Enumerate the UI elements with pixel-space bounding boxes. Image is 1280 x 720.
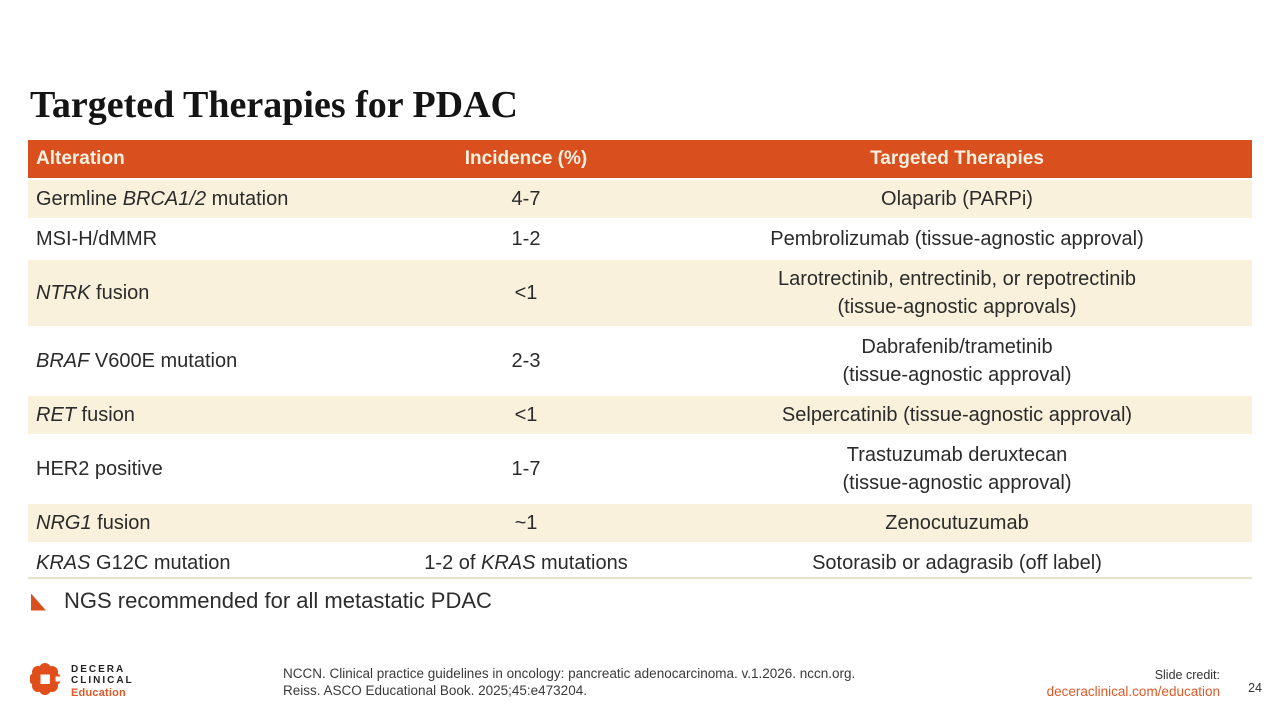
header-incidence: Incidence (%): [464, 148, 588, 169]
therapy-cell: Pembrolizumab (tissue-agnostic approval): [770, 228, 1144, 250]
alteration-cell: NTRK fusion: [36, 282, 150, 304]
table-bottom-divider: [28, 577, 1252, 579]
slide-credit-link[interactable]: deceraclinical.com/education: [1046, 684, 1220, 699]
logo-line2: CLINICAL: [71, 674, 134, 686]
therapy-cell: Zenocutuzumab: [885, 512, 1029, 534]
slide-credit: Slide credit: deceraclinical.com/educati…: [1047, 668, 1220, 700]
logo-line3: Education: [71, 687, 126, 699]
incidence-cell: 1-2: [511, 228, 541, 250]
alteration-cell: Germline BRCA1/2 mutation: [36, 188, 289, 210]
alteration-cell: HER2 positive: [36, 458, 163, 480]
incidence-cell: 1-7: [511, 458, 541, 480]
incidence-cell: <1: [514, 282, 538, 304]
citation-line-2: Reiss. ASCO Educational Book. 2025;45:e4…: [283, 683, 587, 698]
therapy-cell: Olaparib (PARPi): [881, 188, 1033, 210]
table-row: MSI-H/dMMR 1-2 Pembrolizumab (tissue-agn…: [28, 218, 1252, 258]
therapy-cell: Dabrafenib/trametinib (tissue-agnostic ap…: [842, 336, 1072, 386]
table-row: KRAS G12C mutation 1-2 of KRAS mutations…: [28, 542, 1252, 582]
decera-logo-icon: [30, 663, 62, 695]
logo-line1: DECERA: [71, 664, 126, 675]
triangle-bullet-icon: [31, 593, 46, 611]
therapy-cell: Trastuzumab deruxtecan (tissue-agnostic a…: [842, 444, 1072, 494]
citation-block: NCCN. Clinical practice guidelines in on…: [283, 665, 855, 699]
slide-credit-label: Slide credit:: [1154, 668, 1220, 682]
incidence-cell: 4-7: [511, 188, 541, 210]
incidence-cell: 1-2 of KRAS mutations: [424, 552, 628, 574]
citation-line-1: NCCN. Clinical practice guidelines in on…: [283, 666, 856, 681]
alteration-cell: RET fusion: [36, 404, 135, 426]
therapy-cell: Larotrectinib, entrectinib, or repotrect…: [778, 268, 1136, 318]
therapy-cell: Sotorasib or adagrasib (off label): [812, 552, 1102, 574]
header-alteration: Alteration: [36, 148, 125, 169]
page-title: Targeted Therapies for PDAC: [30, 84, 518, 127]
table-row: BRAF V600E mutation 2-3 Dabrafenib/trame…: [28, 326, 1252, 394]
decera-logo: DECERA CLINICAL Education: [30, 662, 134, 699]
table-row: NTRK fusion <1 Larotrectinib, entrectini…: [28, 258, 1252, 326]
table-row: Germline BRCA1/2 mutation 4-7 Olaparib (…: [28, 178, 1252, 218]
key-point: NGS recommended for all metastatic PDAC: [31, 588, 492, 614]
therapies-table: Alteration Incidence (%) Targeted Therap…: [28, 140, 1252, 582]
alteration-cell: MSI-H/dMMR: [36, 228, 158, 250]
key-point-text: NGS recommended for all metastatic PDAC: [64, 588, 492, 613]
alteration-cell: BRAF V600E mutation: [36, 350, 238, 372]
table-row: HER2 positive 1-7 Trastuzumab deruxtecan…: [28, 434, 1252, 502]
alteration-cell: KRAS G12C mutation: [36, 552, 231, 574]
table-row: NRG1 fusion ~1 Zenocutuzumab: [28, 502, 1252, 542]
header-therapies: Targeted Therapies: [870, 148, 1044, 169]
therapy-cell: Selpercatinib (tissue-agnostic approval): [781, 404, 1133, 426]
incidence-cell: ~1: [514, 512, 538, 534]
incidence-cell: 2-3: [511, 350, 541, 372]
table-header-row: Alteration Incidence (%) Targeted Therap…: [28, 140, 1252, 178]
alteration-cell: NRG1 fusion: [36, 512, 151, 534]
table-row: RET fusion <1 Selpercatinib (tissue-agno…: [28, 394, 1252, 434]
incidence-cell: <1: [514, 404, 538, 426]
page-number: 24: [1248, 681, 1262, 695]
